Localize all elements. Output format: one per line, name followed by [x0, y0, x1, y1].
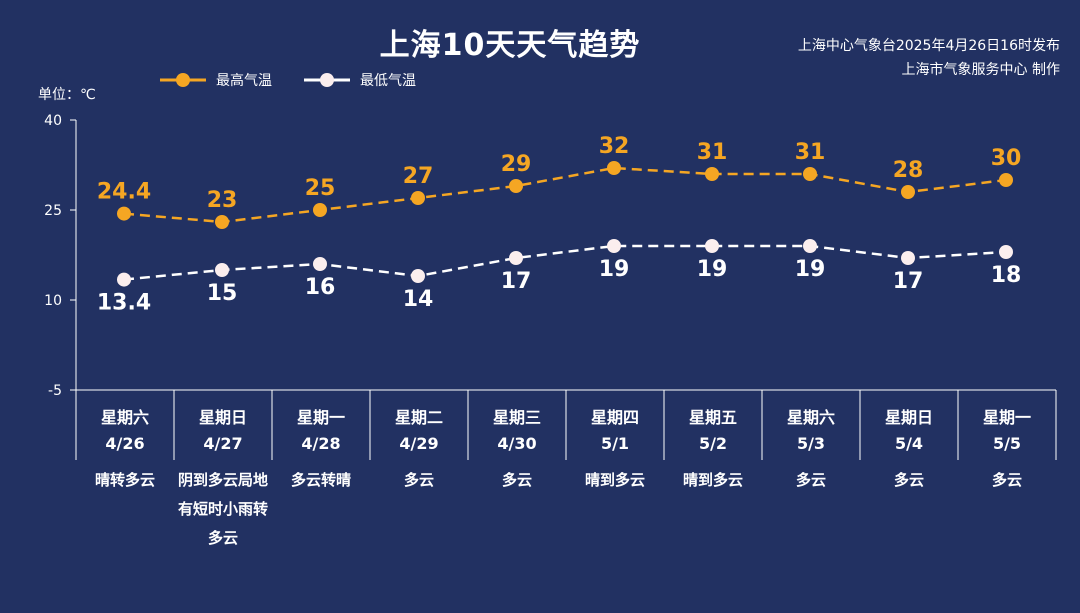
weather-description: 多云 [795, 471, 826, 489]
weekday-label: 星期五 [688, 408, 737, 427]
weekday-label: 星期一 [296, 408, 345, 427]
publisher-line-1: 上海中心气象台2025年4月26日16时发布 [797, 38, 1060, 54]
high-temp-point [901, 185, 915, 199]
high-temp-label: 32 [599, 134, 630, 159]
weather-description: 晴到多云 [584, 471, 645, 489]
low-temp-point [607, 239, 621, 253]
low-temp-label: 19 [795, 257, 826, 282]
legend: 最高气温 最低气温 [160, 70, 448, 90]
low-temp-label: 16 [305, 275, 336, 300]
weather-description: 多云 [501, 471, 532, 489]
date-label: 4/28 [301, 434, 341, 453]
low-temp-line [123, 244, 1007, 281]
y-tick-label: 10 [44, 293, 62, 309]
date-label: 4/27 [203, 434, 243, 453]
high-temp-label: 25 [305, 176, 336, 201]
high-temp-point [117, 206, 131, 221]
low-temp-point [215, 263, 229, 277]
high-temp-point [215, 215, 229, 229]
legend-label-high: 最高气温 [216, 73, 272, 89]
low-temp-label: 19 [697, 257, 728, 282]
high-temp-line [123, 166, 1007, 224]
weather-description: 阴到多云局地有短时小雨转多云 [177, 471, 268, 547]
low-temp-point [803, 239, 817, 253]
y-tick-label: 40 [44, 113, 62, 129]
legend-item-low: 最低气温 [304, 70, 416, 90]
date-label: 4/29 [399, 434, 439, 453]
weekday-label: 星期四 [590, 408, 639, 427]
high-temp-label: 24.4 [97, 180, 151, 205]
low-temp-point [313, 257, 327, 271]
high-temp-point [411, 191, 425, 205]
low-temp-label: 18 [991, 263, 1022, 288]
weekday-label: 星期三 [492, 408, 541, 427]
date-label: 4/30 [497, 434, 537, 453]
legend-marker-low-icon [304, 73, 350, 87]
legend-item-high: 最高气温 [160, 70, 272, 90]
weather-description: 多云 [991, 471, 1022, 489]
low-temp-point [509, 251, 523, 265]
date-label: 5/1 [600, 434, 630, 453]
weather-description: 多云 [893, 471, 924, 489]
low-temp-point [999, 245, 1013, 259]
legend-marker-high-icon [160, 73, 206, 87]
low-temp-label: 13.4 [97, 291, 151, 316]
high-temp-point [803, 167, 817, 181]
date-label: 5/4 [894, 434, 924, 453]
low-temp-label: 17 [893, 269, 924, 294]
legend-label-low: 最低气温 [360, 73, 416, 89]
weather-description: 晴转多云 [94, 471, 155, 489]
chart-title: 上海10天天气趋势 [379, 28, 641, 63]
high-temp-label: 31 [697, 140, 728, 165]
low-temp-point [117, 272, 131, 287]
high-temp-point [313, 203, 327, 217]
low-temp-label: 17 [501, 269, 532, 294]
weather-description: 多云转晴 [290, 471, 351, 489]
date-label: 5/3 [796, 434, 826, 453]
weekday-label: 星期日 [198, 408, 247, 427]
date-label: 5/5 [992, 434, 1022, 453]
publisher-info: 上海中心气象台2025年4月26日16时发布 上海市气象服务中心 制作 [798, 34, 1060, 82]
publisher-line-2: 上海市气象服务中心 制作 [901, 62, 1060, 78]
low-temp-point [705, 239, 719, 253]
low-temp-point [901, 251, 915, 265]
high-temp-label: 29 [501, 152, 532, 177]
date-label: 5/2 [698, 434, 728, 453]
low-temp-label: 14 [403, 287, 434, 312]
high-temp-label: 23 [207, 188, 238, 213]
date-label: 4/26 [105, 434, 145, 453]
high-temp-point [607, 161, 621, 175]
unit-label: 单位：℃ [38, 87, 96, 103]
weekday-label: 星期二 [394, 408, 443, 427]
weekday-label: 星期六 [786, 408, 835, 427]
y-tick-label: -5 [48, 383, 62, 399]
high-temp-point [999, 173, 1013, 187]
weather-description: 晴到多云 [682, 471, 743, 489]
low-temp-label: 19 [599, 257, 630, 282]
y-tick-label: 25 [44, 203, 62, 219]
low-temp-label: 15 [207, 281, 238, 306]
high-temp-label: 28 [893, 158, 924, 183]
weekday-label: 星期一 [982, 408, 1031, 427]
weekday-label: 星期日 [884, 408, 933, 427]
high-temp-point [509, 179, 523, 193]
weekday-label: 星期六 [100, 408, 149, 427]
weather-description: 多云 [403, 471, 434, 489]
high-temp-point [705, 167, 719, 181]
high-temp-label: 27 [403, 164, 434, 189]
high-temp-label: 31 [795, 140, 826, 165]
low-temp-point [411, 269, 425, 283]
high-temp-label: 30 [991, 146, 1022, 171]
